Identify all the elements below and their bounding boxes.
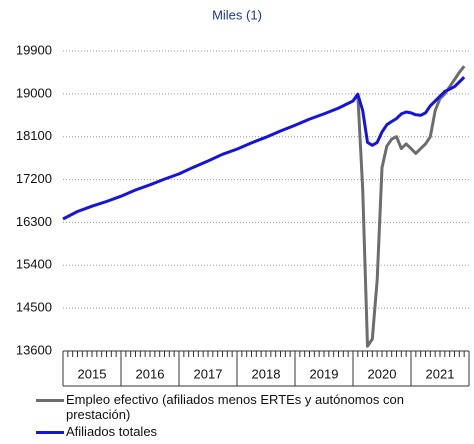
x-tick-label: 2019 [310,366,339,381]
y-tick-label: 17200 [16,171,52,186]
legend-label: Afiliados totales [66,424,158,439]
y-tick-label: 15400 [16,257,52,272]
y-tick-label: 19000 [16,85,52,100]
x-tick-label: 2018 [252,366,281,381]
legend-key [36,431,64,434]
x-tick-label: 2016 [136,366,165,381]
y-tick-label: 14500 [16,300,52,315]
y-tick-label: 16300 [16,214,52,229]
chart: Miles (1) 13600 14500 15400 16300 17200 18100… [16,7,470,387]
series-line [351,65,466,348]
x-tick-label: 2020 [368,366,397,381]
legend-key [36,399,64,402]
x-tick-label: 2021 [426,366,455,381]
y-tick-label: 18100 [16,128,52,143]
chart-title: Miles (1) [212,7,262,22]
legend-label: Empleo efectivo (afiliados menos ERTEs y… [66,392,404,422]
series-line [62,76,466,221]
x-tick-label: 2017 [194,366,223,381]
legend-item: Afiliados totales [36,424,158,439]
x-tick-label: 2015 [78,366,107,381]
y-tick-label: 13600 [16,342,52,357]
y-tick-label: 19900 [16,42,52,57]
legend-item: Empleo efectivo (afiliados menos ERTEs y… [36,392,466,422]
